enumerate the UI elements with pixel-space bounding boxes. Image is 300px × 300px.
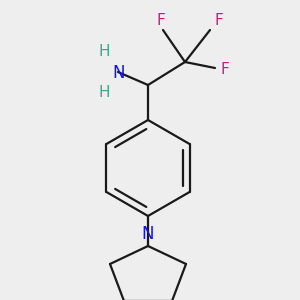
Text: N: N (113, 64, 125, 82)
Text: H: H (98, 85, 110, 100)
Text: H: H (98, 44, 110, 59)
Text: N: N (142, 225, 154, 243)
Text: F: F (214, 13, 223, 28)
Text: F: F (221, 62, 230, 77)
Text: F: F (157, 13, 165, 28)
